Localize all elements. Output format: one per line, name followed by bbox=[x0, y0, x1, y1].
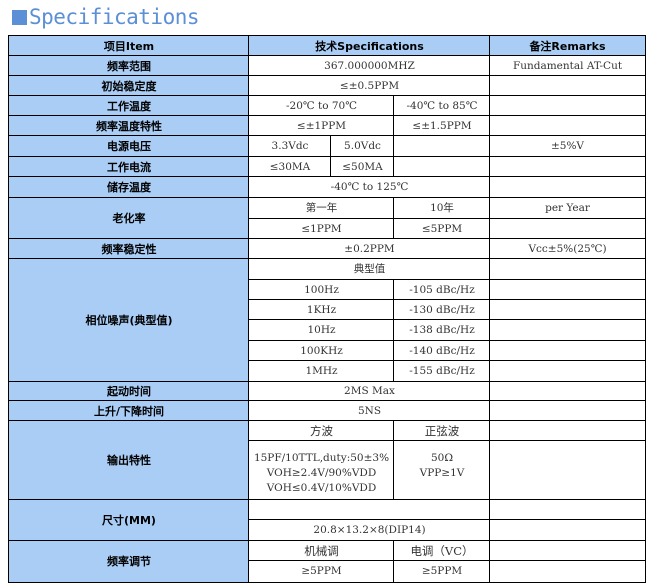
row-label: 老化率 bbox=[8, 197, 250, 240]
header-item: 项目Item bbox=[8, 35, 250, 57]
row-label: 上升/下降时间 bbox=[8, 400, 250, 422]
row-label: 频率温度特性 bbox=[8, 115, 250, 137]
empty-cell bbox=[489, 519, 646, 542]
row-label: 频率稳定性 bbox=[8, 238, 250, 260]
row-label: 尺寸(MM) bbox=[8, 499, 250, 542]
cell: ≤5PPM bbox=[393, 218, 491, 240]
cell: 机械调 bbox=[248, 540, 395, 562]
header-remarks: 备注Remarks bbox=[489, 35, 646, 57]
remark-cell: per Year bbox=[489, 197, 646, 220]
empty-cell bbox=[393, 156, 491, 178]
square-bullet-icon bbox=[12, 9, 27, 25]
empty-cell bbox=[489, 420, 646, 442]
cell: 5.0Vdc bbox=[330, 135, 395, 158]
empty-cell bbox=[248, 499, 491, 521]
cell: 3.3Vdc bbox=[248, 135, 332, 158]
cell: 20.8×13.2×8(DIP14) bbox=[248, 519, 491, 542]
row-label: 储存温度 bbox=[8, 176, 250, 199]
spec-line: VOH≥2.4V/90%VDD bbox=[266, 467, 377, 479]
empty-cell bbox=[489, 440, 646, 501]
row-label: 相位噪声(典型值) bbox=[8, 258, 250, 383]
empty-cell bbox=[489, 218, 646, 240]
row-label: 工作电流 bbox=[8, 156, 250, 178]
phase-noise-offset: 10Hz bbox=[248, 319, 395, 342]
cell: ≤±0.5PPM bbox=[248, 75, 491, 97]
header-spec: 技术Specifications bbox=[248, 35, 491, 57]
row-label: 输出特性 bbox=[8, 420, 250, 501]
empty-cell bbox=[489, 360, 646, 383]
cell: 正弦波 bbox=[393, 420, 491, 442]
cell: 10年 bbox=[393, 197, 491, 220]
empty-cell bbox=[489, 319, 646, 342]
remark-cell bbox=[489, 115, 646, 137]
spec-line: 50Ω bbox=[430, 452, 454, 464]
spec-line: VPP≥1V bbox=[419, 467, 465, 479]
phase-noise-value: -138 dBc/Hz bbox=[393, 319, 491, 342]
spec-line: 15PF/10TTL,duty:50±3% bbox=[253, 452, 390, 464]
cell: ≤±1PPM bbox=[248, 115, 395, 137]
row-label: 起动时间 bbox=[8, 381, 250, 402]
cell: 典型值 bbox=[248, 258, 491, 281]
phase-noise-value: -105 dBc/Hz bbox=[393, 279, 491, 301]
phase-noise-offset: 1KHz bbox=[248, 299, 395, 321]
empty-cell bbox=[489, 340, 646, 362]
cell: -40℃ to 85℃ bbox=[393, 95, 491, 117]
spec-line: VOH≤0.4V/10%VDD bbox=[266, 482, 377, 494]
section-title-text: Specifications bbox=[29, 5, 200, 29]
cell: -40℃ to 125℃ bbox=[248, 176, 491, 199]
cell: 367.000000MHZ bbox=[248, 55, 491, 77]
cell: 第一年 bbox=[248, 197, 395, 220]
remark-cell: ±5%V bbox=[489, 135, 646, 158]
row-label: 初始稳定度 bbox=[8, 75, 250, 97]
cell: ≤30MA bbox=[248, 156, 332, 178]
cell: ±0.2PPM bbox=[248, 238, 491, 260]
empty-cell bbox=[489, 560, 646, 583]
phase-noise-value: -155 dBc/Hz bbox=[393, 360, 491, 383]
remark-cell: Fundamental AT-Cut bbox=[489, 55, 646, 77]
cell: ≤1PPM bbox=[248, 218, 395, 240]
phase-noise-value: -130 dBc/Hz bbox=[393, 299, 491, 321]
cell: 电调（VC） bbox=[393, 540, 491, 562]
row-label: 频率调节 bbox=[8, 540, 250, 583]
section-title: Specifications bbox=[12, 4, 200, 30]
cell: 2MS Max bbox=[248, 381, 491, 402]
phase-noise-offset: 1MHz bbox=[248, 360, 395, 383]
phase-noise-value: -140 dBc/Hz bbox=[393, 340, 491, 362]
sine-wave-spec: 50Ω VPP≥1V bbox=[393, 440, 491, 501]
empty-cell bbox=[489, 499, 646, 521]
row-label: 工作温度 bbox=[8, 95, 250, 117]
empty-cell bbox=[393, 135, 491, 158]
row-label: 电源电压 bbox=[8, 135, 250, 158]
remark-cell bbox=[489, 95, 646, 117]
remark-cell bbox=[489, 75, 646, 97]
row-label: 频率范围 bbox=[8, 55, 250, 77]
cell: ≤50MA bbox=[330, 156, 395, 178]
cell: ≤±1.5PPM bbox=[393, 115, 491, 137]
square-wave-spec: 15PF/10TTL,duty:50±3% VOH≥2.4V/90%VDD VO… bbox=[248, 440, 395, 501]
empty-cell bbox=[489, 299, 646, 321]
remark-cell bbox=[489, 176, 646, 199]
empty-cell bbox=[489, 258, 646, 281]
phase-noise-offset: 100KHz bbox=[248, 340, 395, 362]
remark-cell: Vcc±5%(25℃) bbox=[489, 238, 646, 260]
cell: 5NS bbox=[248, 400, 491, 422]
cell: 方波 bbox=[248, 420, 395, 442]
phase-noise-offset: 100Hz bbox=[248, 279, 395, 301]
empty-cell bbox=[489, 279, 646, 301]
cell: ≥5PPM bbox=[393, 560, 491, 583]
cell: -20℃ to 70℃ bbox=[248, 95, 395, 117]
remark-cell bbox=[489, 156, 646, 178]
empty-cell bbox=[489, 381, 646, 402]
empty-cell bbox=[489, 400, 646, 422]
empty-cell bbox=[489, 540, 646, 562]
cell: ≥5PPM bbox=[248, 560, 395, 583]
